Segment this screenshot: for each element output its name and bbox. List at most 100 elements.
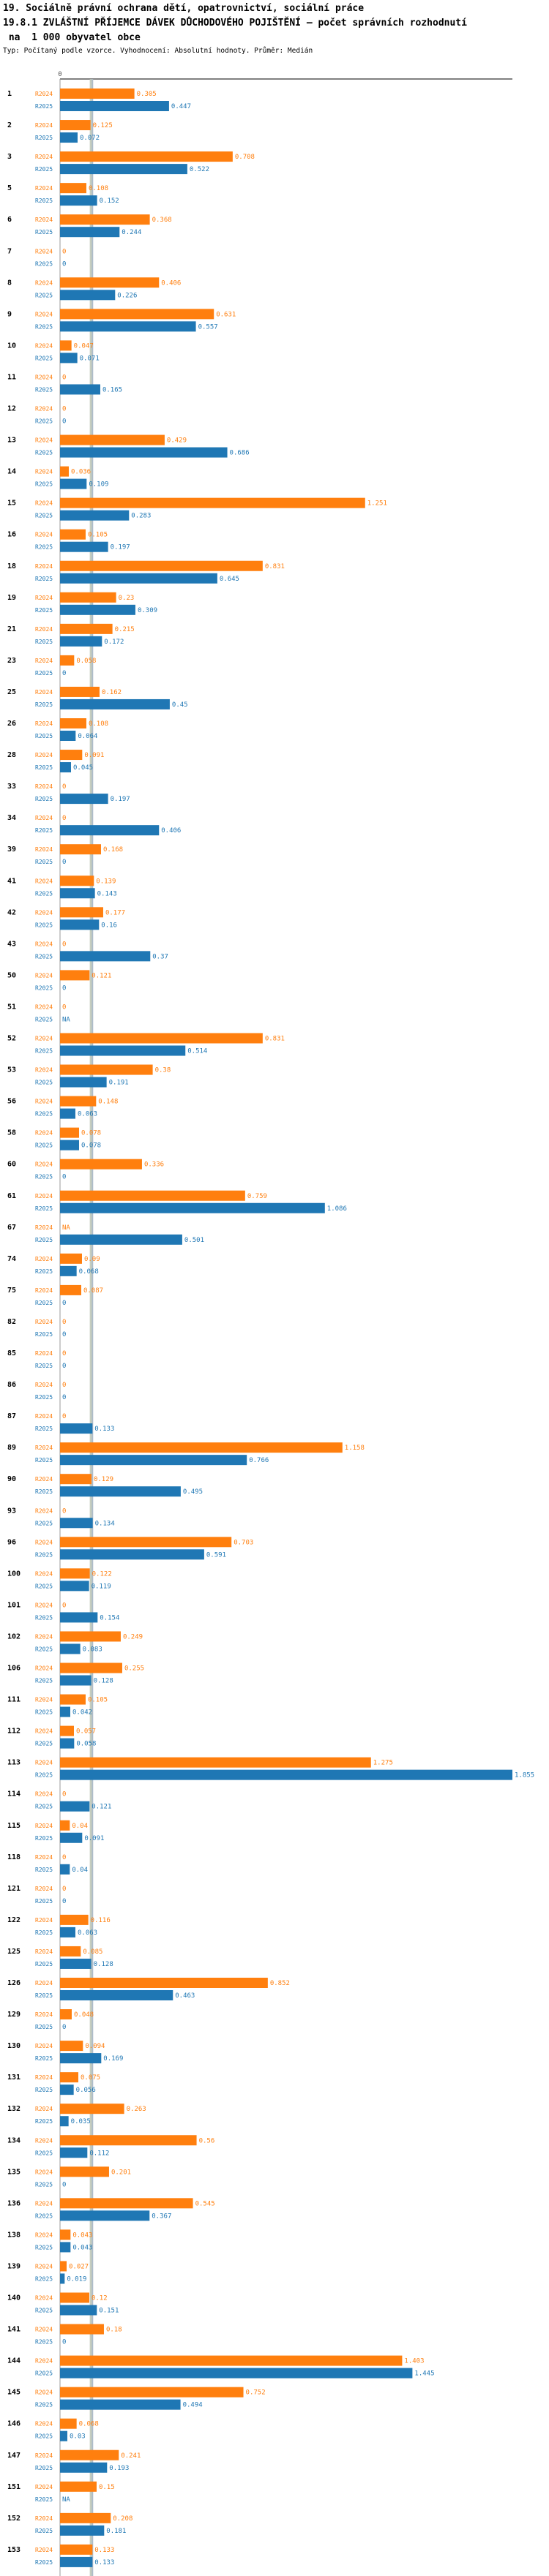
series-label-r2024: R2024 [35,626,53,633]
value-label-r2024: 0 [62,1791,66,1799]
value-label-r2024: 0.759 [247,1193,267,1200]
value-label-r2025: 0.514 [187,1048,207,1055]
series-label-r2024: R2024 [35,342,53,349]
value-label-r2025: 0.072 [80,135,100,142]
series-label-r2025: R2025 [35,1268,53,1275]
series-label-r2024: R2024 [35,248,53,255]
value-label-r2024: 0.831 [265,1036,285,1043]
value-label-r2024: 0.139 [96,878,116,885]
bar-r2025 [60,384,100,395]
category-label: 51 [7,1003,16,1011]
value-label-r2024: 0.631 [216,311,236,318]
series-label-r2024: R2024 [35,815,53,821]
x-axis-zero-label: 0 [58,71,61,78]
series-label-r2024: R2024 [35,1445,53,1451]
indicator-unit: na 1 000 obyvatel obce [3,32,141,43]
category-label: 34 [7,814,16,822]
series-label-r2025: R2025 [35,1583,53,1589]
category-label: 132 [7,2105,20,2113]
bar-r2024 [60,1474,92,1485]
series-label-r2025: R2025 [35,481,53,488]
value-label-r2025: 0.121 [92,1804,111,1811]
series-label-r2025: R2025 [35,2528,53,2534]
value-label-r2025: 0 [62,1363,66,1370]
value-label-r2025: 0.056 [76,2087,96,2094]
bar-r2024 [60,844,101,855]
bar-r2025 [60,1140,79,1150]
value-label-r2025: 0.169 [103,2055,123,2063]
bar-r2024 [60,497,365,508]
value-label-r2024: 0 [62,1003,66,1011]
value-label-r2024: 0.38 [155,1067,171,1074]
value-label-r2024: 0.105 [88,1697,108,1704]
series-label-r2024: R2024 [35,1791,53,1798]
value-label-r2025: 0 [62,1174,66,1181]
series-label-r2024: R2024 [35,374,53,380]
series-label-r2024: R2024 [35,2452,53,2459]
value-label-r2024: 0 [62,248,66,255]
category-label: 136 [7,2199,20,2207]
category-label: 118 [7,1853,20,1861]
bar-r2024 [60,2387,244,2398]
bar-r2025 [60,1045,186,1056]
value-label-r2024: 0.429 [167,437,187,445]
value-label-r2025: 0.557 [198,323,218,331]
series-label-r2025: R2025 [35,2275,53,2282]
bar-r2024 [60,686,100,697]
category-label: 18 [7,562,16,570]
category-label: 100 [7,1570,20,1578]
value-label-r2024: 0.201 [111,2169,131,2176]
value-label-r2024: 0.094 [85,2043,105,2050]
bar-r2025 [60,1738,75,1749]
series-label-r2025: R2025 [35,1646,53,1652]
bar-r2025 [60,2273,65,2284]
series-label-r2025: R2025 [35,607,53,614]
series-label-r2025: R2025 [35,670,53,677]
chart-subtitle: Typ: Počítaný podle vzorce. Vyhodnocení:… [3,47,313,55]
value-label-r2024: 0.068 [79,2421,99,2428]
category-label: 111 [7,1696,20,1704]
series-label-r2025: R2025 [35,1488,53,1495]
bar-r2024 [60,1127,79,1138]
value-label-r2024: 0.121 [92,972,111,979]
series-label-r2024: R2024 [35,2074,53,2081]
category-label: 145 [7,2389,20,2397]
category-label: 134 [7,2136,20,2144]
value-label-r2024: 0.108 [89,720,108,728]
value-label-r2025: 0.058 [76,1741,96,1748]
series-label-r2025: R2025 [35,1142,53,1149]
series-label-r2025: R2025 [35,2244,53,2251]
series-label-r2024: R2024 [35,2389,53,2396]
bar-r2025 [60,698,170,709]
series-label-r2025: R2025 [35,229,53,236]
bar-r2025 [60,1643,81,1654]
value-label-r2025: 0 [62,1331,66,1338]
value-label-r2025: 0.064 [78,733,97,740]
series-label-r2025: R2025 [35,450,53,456]
series-label-r2025: R2025 [35,1520,53,1526]
series-label-r2025: R2025 [35,323,53,330]
series-label-r2024: R2024 [35,1003,53,1010]
series-label-r2024: R2024 [35,2043,53,2049]
bar-r2025 [60,2210,150,2221]
series-label-r2025: R2025 [35,1867,53,1873]
value-label-r2024: 0.09 [84,1256,100,1263]
series-label-r2024: R2024 [35,2515,53,2522]
bar-r2025 [60,2556,93,2567]
value-label-r2024: 0.12 [92,2295,108,2302]
bar-r2024 [60,750,83,761]
value-label-r2025: 0.367 [152,2212,171,2220]
series-label-r2025: R2025 [35,953,53,960]
bar-r2025 [60,951,151,962]
category-label: 131 [7,2074,20,2082]
value-label-r2025: 0.197 [111,544,130,551]
series-label-r2025: R2025 [35,386,53,393]
bar-r2024 [60,1662,122,1673]
category-label: 115 [7,1822,20,1830]
bar-r2024 [60,1820,70,1831]
series-label-r2025: R2025 [35,103,53,110]
value-label-r2025: 0.501 [184,1237,204,1244]
category-label: 11 [7,373,16,381]
series-label-r2025: R2025 [35,197,53,204]
series-label-r2024: R2024 [35,2358,53,2365]
